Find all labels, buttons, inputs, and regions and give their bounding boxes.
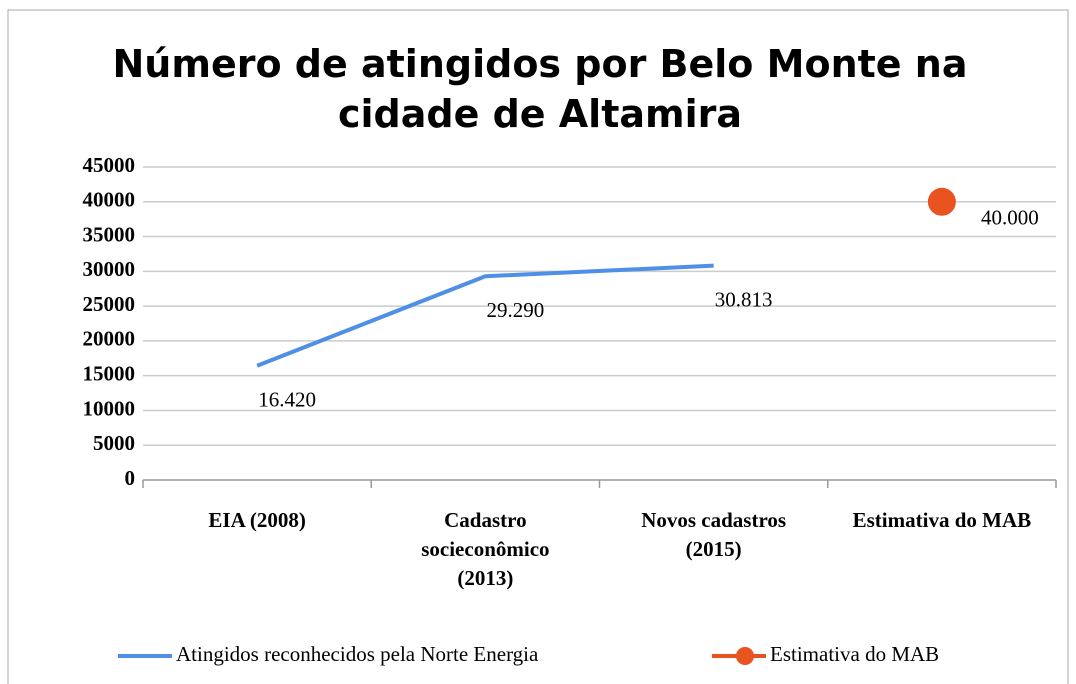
x-tick-label: Cadastro socieconômico (2013) [421,508,549,590]
data-label: 30.813 [715,287,773,311]
chart-title: Número de atingidos por Belo Monte na cid… [113,42,968,136]
y-tick-label: 20000 [83,327,136,351]
y-tick-label: 30000 [83,257,136,281]
data-label: 29.290 [487,298,545,322]
y-tick-label: 35000 [83,222,136,246]
legend-marker [736,647,754,665]
x-tick-label: Estimativa do MAB [853,508,1032,532]
data-label: 16.420 [258,388,316,412]
chart-frame [7,9,1069,684]
y-tick-label: 25000 [83,292,136,316]
y-tick-label: 10000 [83,396,136,420]
y-tick-label: 40000 [83,188,136,212]
series-line [256,263,714,368]
legend-label: Atingidos reconhecidos pela Norte Energi… [176,642,539,666]
y-tick-label: 15000 [83,361,136,385]
data-point [927,187,956,216]
y-tick-label: 45000 [83,153,136,177]
data-label: 40.000 [981,206,1039,230]
y-tick-label: 5000 [93,431,135,455]
legend-label: Estimativa do MAB [770,642,939,666]
y-tick-label: 0 [125,466,136,490]
x-tick-label: Novos cadastros (2015) [641,508,786,561]
x-tick-label: EIA (2008) [208,508,305,532]
